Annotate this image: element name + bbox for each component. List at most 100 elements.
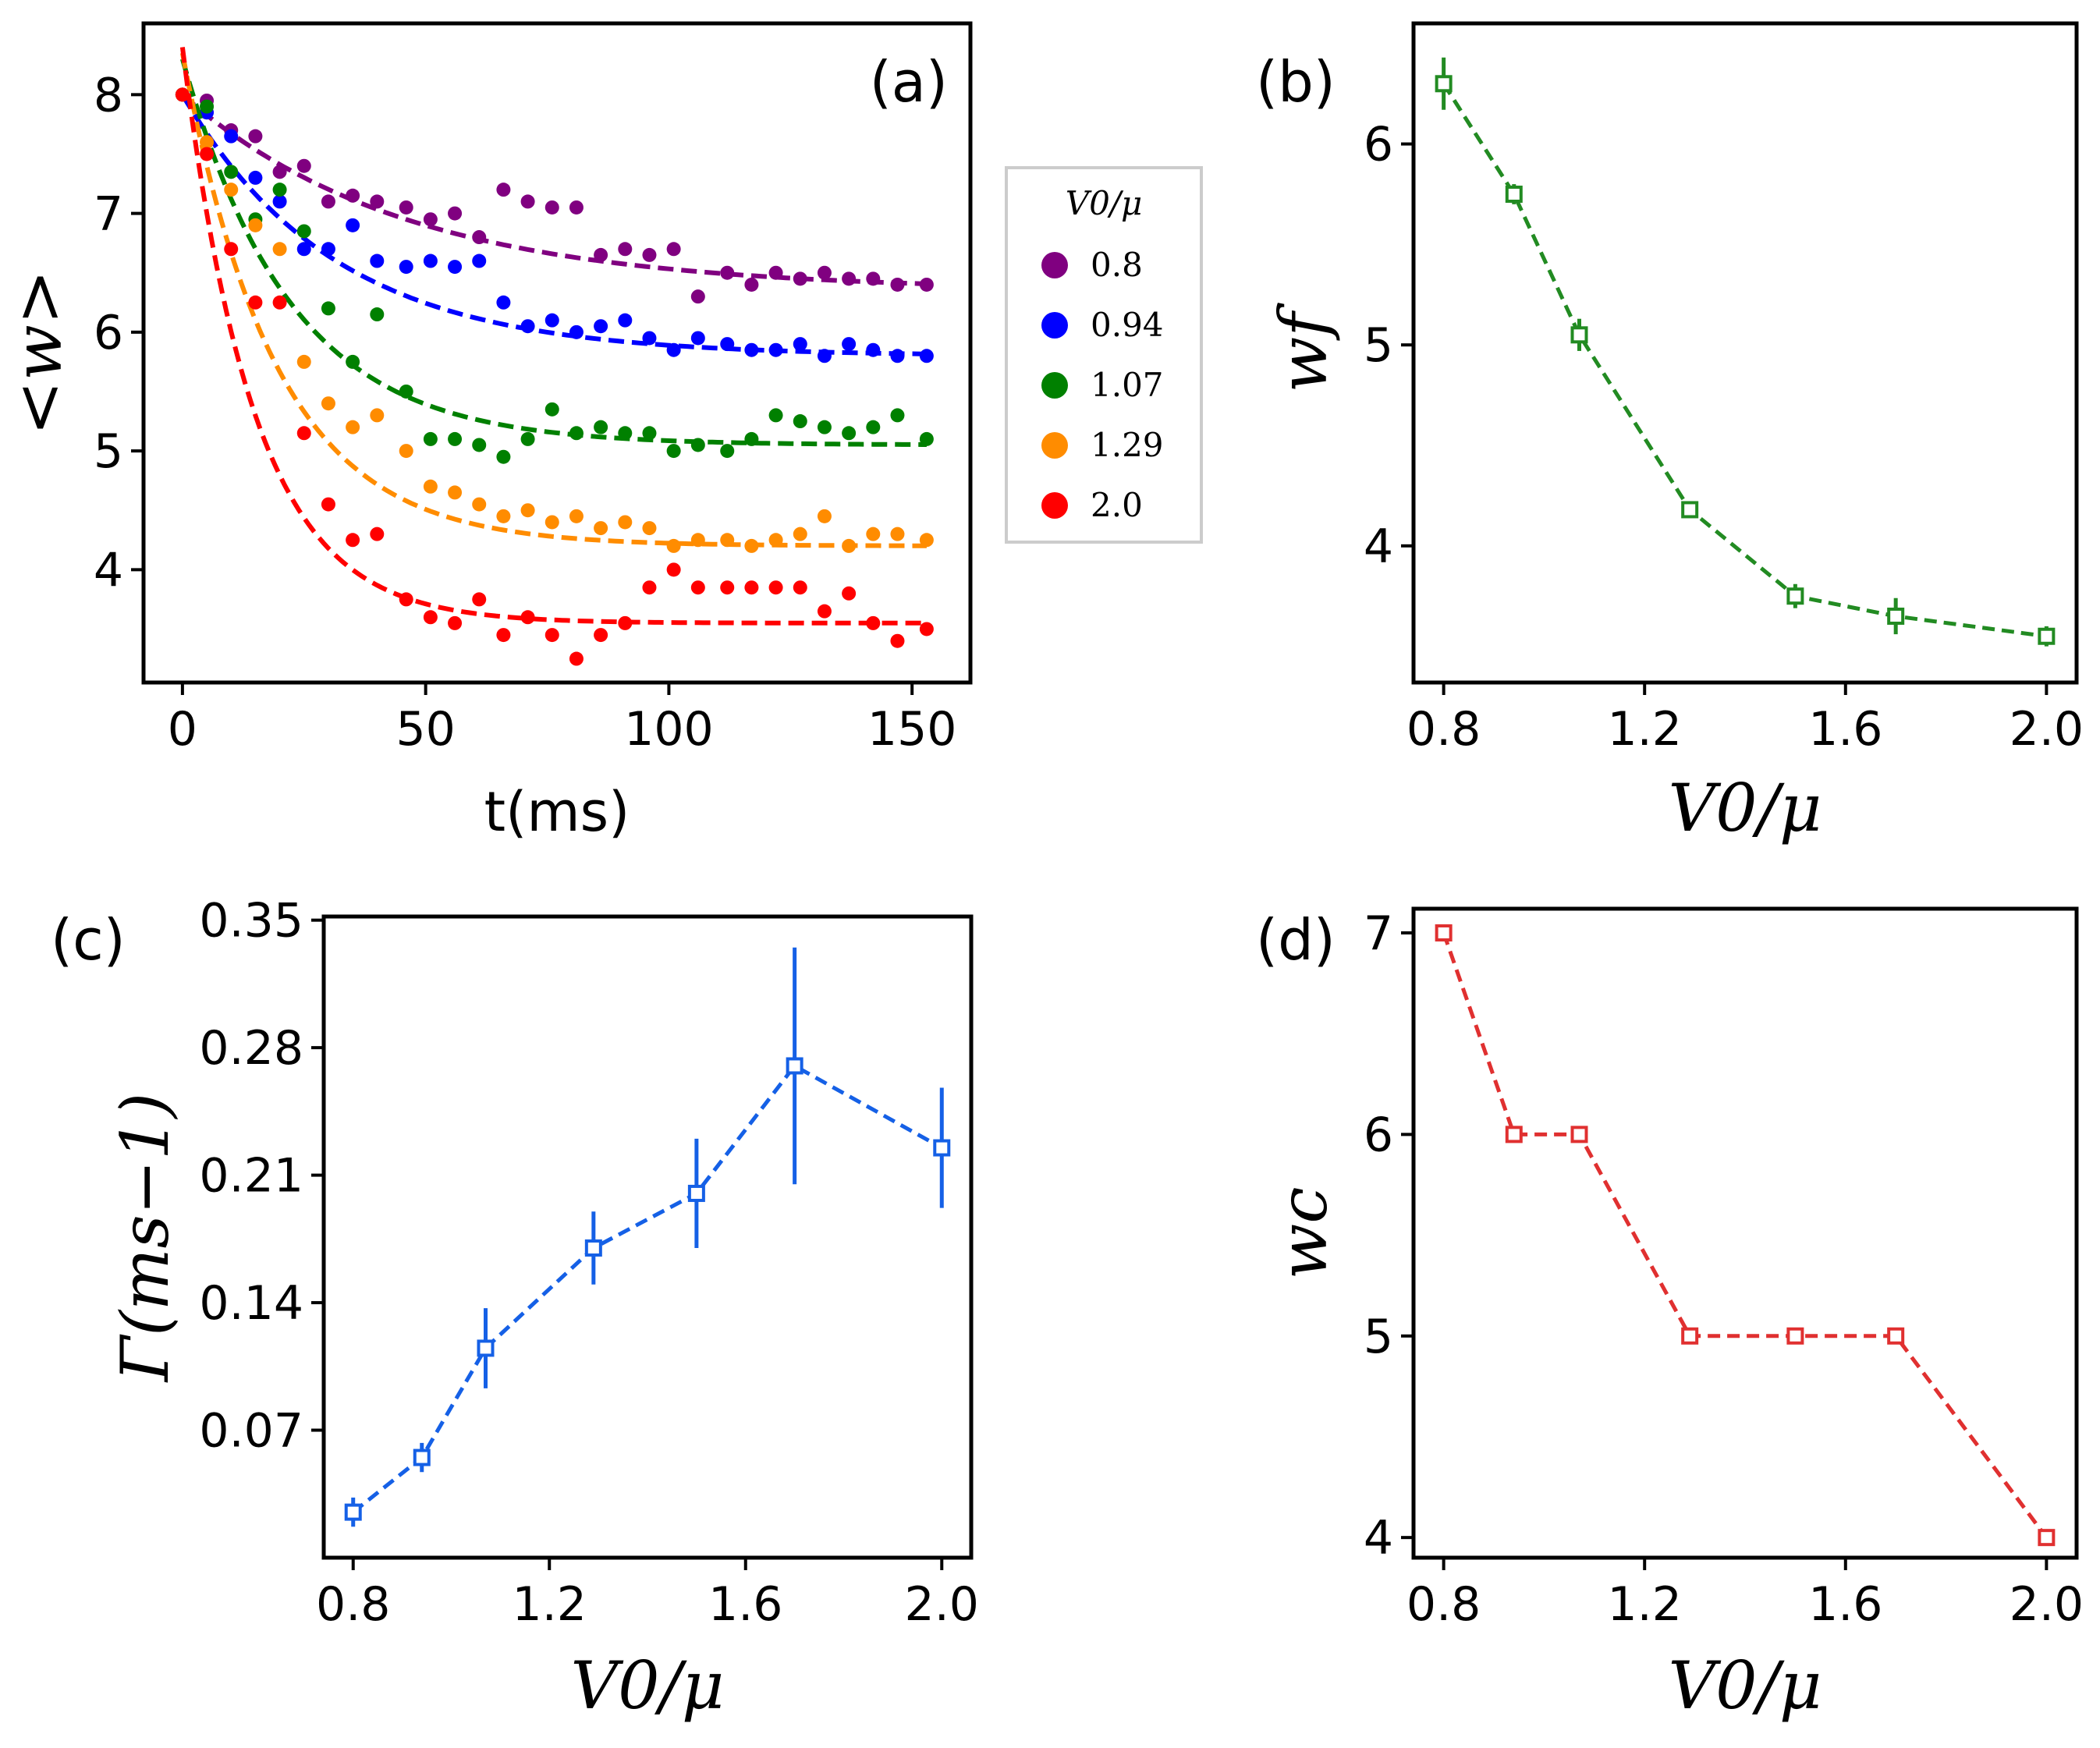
- data-point: [520, 503, 535, 518]
- panel-b-yticks: 4 5 6: [1364, 118, 1414, 574]
- y-tick-label: 0.14: [199, 1276, 303, 1331]
- data-point: [690, 533, 705, 548]
- data-point: [744, 538, 759, 553]
- panel-c: 0.8 1.2 1.6 2.0 0.07 0.14 0.21 0.28 0.35 (c) V0…: [51, 894, 979, 1724]
- data-point: [890, 349, 905, 363]
- data-point: [768, 580, 783, 595]
- data-marker: [1786, 1327, 1804, 1345]
- data-marker: [584, 1239, 602, 1257]
- data-point: [423, 431, 438, 446]
- data-point: [744, 580, 759, 595]
- data-point: [919, 431, 934, 446]
- data-point: [423, 254, 438, 268]
- y-tick-label: 6: [1364, 1108, 1393, 1162]
- data-point: [919, 533, 934, 548]
- data-point: [666, 444, 681, 459]
- data-point: [520, 194, 535, 209]
- data-marker: [1786, 587, 1804, 605]
- data-point: [793, 580, 807, 595]
- y-tick-label: 6: [94, 306, 123, 360]
- data-point: [175, 87, 190, 102]
- data-point: [842, 586, 857, 601]
- y-tick-label: 5: [1364, 318, 1393, 373]
- data-point: [768, 408, 783, 423]
- data-marker: [1505, 1126, 1523, 1143]
- data-point: [744, 431, 759, 446]
- data-point: [866, 615, 881, 630]
- data-point: [768, 533, 783, 548]
- data-point: [296, 242, 311, 257]
- data-point: [472, 592, 487, 607]
- data-point: [666, 242, 681, 257]
- data-point: [520, 610, 535, 625]
- data-marker: [786, 1057, 803, 1075]
- fit-curve-0.94: [180, 93, 927, 356]
- data-point: [520, 319, 535, 334]
- data-point: [768, 342, 783, 357]
- panel-b-xticks: 0.8 1.2 1.6 2.0: [1407, 683, 2084, 757]
- data-point: [423, 212, 438, 227]
- data-point: [272, 194, 287, 209]
- data-point: [423, 479, 438, 494]
- series-2.0: [175, 47, 934, 666]
- data-marker: [1681, 501, 1699, 519]
- data-point: [399, 384, 413, 399]
- data-point: [272, 242, 287, 257]
- panel-a-yticks: 4 5 6 7 8: [94, 68, 144, 597]
- panel-c-yticks: 0.07 0.14 0.21 0.28 0.35: [199, 894, 324, 1459]
- data-point: [720, 580, 735, 595]
- data-point: [890, 277, 905, 292]
- data-point: [618, 313, 633, 328]
- data-point: [744, 342, 759, 357]
- legend-marker: [1041, 312, 1068, 339]
- y-tick-label: 5: [1364, 1310, 1393, 1364]
- panel-a-ylabel: <w>: [0, 270, 76, 436]
- data-point: [545, 628, 559, 643]
- data-marker: [1570, 1126, 1588, 1143]
- data-point: [594, 628, 608, 643]
- data-point: [594, 521, 608, 536]
- series-line: [1442, 82, 2047, 639]
- data-point: [642, 426, 657, 441]
- x-tick-label: 1.6: [1808, 702, 1882, 757]
- data-point: [569, 651, 584, 666]
- data-point: [545, 200, 559, 215]
- data-point: [472, 438, 487, 452]
- x-tick-label: 2.0: [2010, 702, 2084, 757]
- data-point: [569, 200, 584, 215]
- series-line: [352, 1063, 943, 1514]
- data-point: [248, 218, 263, 232]
- data-point: [744, 277, 759, 292]
- data-point: [866, 342, 881, 357]
- series-0.94: [175, 87, 934, 363]
- x-tick-label: 1.6: [1808, 1577, 1882, 1632]
- data-marker: [687, 1184, 705, 1202]
- x-tick-label: 2.0: [905, 1577, 979, 1632]
- x-tick-label: 2.0: [2010, 1577, 2084, 1632]
- data-point: [817, 604, 832, 619]
- x-tick-label: 1.6: [708, 1577, 782, 1632]
- panel-b-ylabel: wf: [1265, 303, 1342, 393]
- legend-title: V0/μ: [1066, 184, 1143, 222]
- data-point: [866, 271, 881, 286]
- data-point: [890, 633, 905, 648]
- data-point: [618, 426, 633, 441]
- data-marker: [477, 1339, 495, 1357]
- x-tick-label: 1.2: [1608, 702, 1682, 757]
- panel-a-xlabel: t(ms): [484, 780, 630, 844]
- data-point: [321, 194, 335, 209]
- data-point: [370, 408, 385, 423]
- data-point: [569, 324, 584, 339]
- data-point: [448, 485, 463, 500]
- panel-b-frame: [1411, 21, 2079, 685]
- data-point: [472, 497, 487, 512]
- data-point: [569, 426, 584, 441]
- data-point: [793, 271, 807, 286]
- data-point: [842, 426, 857, 441]
- data-point: [272, 165, 287, 179]
- data-point: [321, 301, 335, 316]
- data-marker: [1570, 326, 1588, 344]
- panel-b: 0.8 1.2 1.6 2.0 4 5 6 (b) V0/μ wf: [1256, 21, 2084, 846]
- x-tick-label: 150: [867, 702, 957, 757]
